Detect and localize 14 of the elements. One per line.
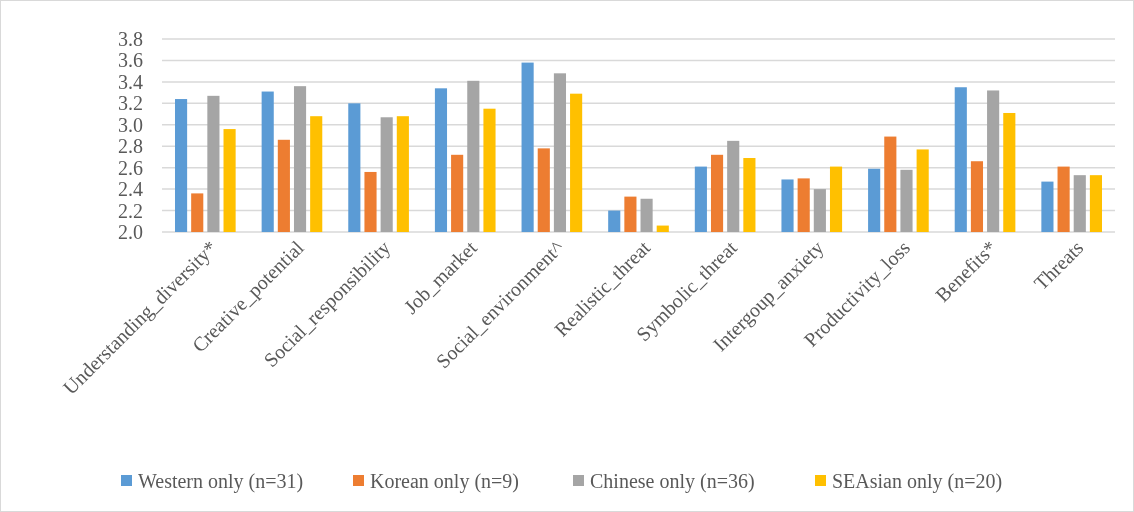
y-tick-label: 3.0 xyxy=(118,113,143,136)
legend-label: Chinese only (n=36) xyxy=(590,470,755,493)
y-tick-label: 3.2 xyxy=(118,92,143,115)
y-tick-label: 2.0 xyxy=(118,221,143,243)
y-tick-label: 2.8 xyxy=(118,135,143,158)
legend-label: Western only (n=31) xyxy=(138,470,304,493)
y-tick-label: 3.6 xyxy=(118,49,143,72)
legend-label: SEAsian only (n=20) xyxy=(832,470,1003,493)
y-tick-label: 3.8 xyxy=(118,28,143,50)
y-tick-label: 3.4 xyxy=(118,70,143,93)
y-tick-label: 2.6 xyxy=(118,156,143,179)
y-tick-label: 2.2 xyxy=(118,199,143,222)
legend-label: Korean only (n=9) xyxy=(370,470,520,493)
y-tick-label: 2.4 xyxy=(118,178,143,201)
